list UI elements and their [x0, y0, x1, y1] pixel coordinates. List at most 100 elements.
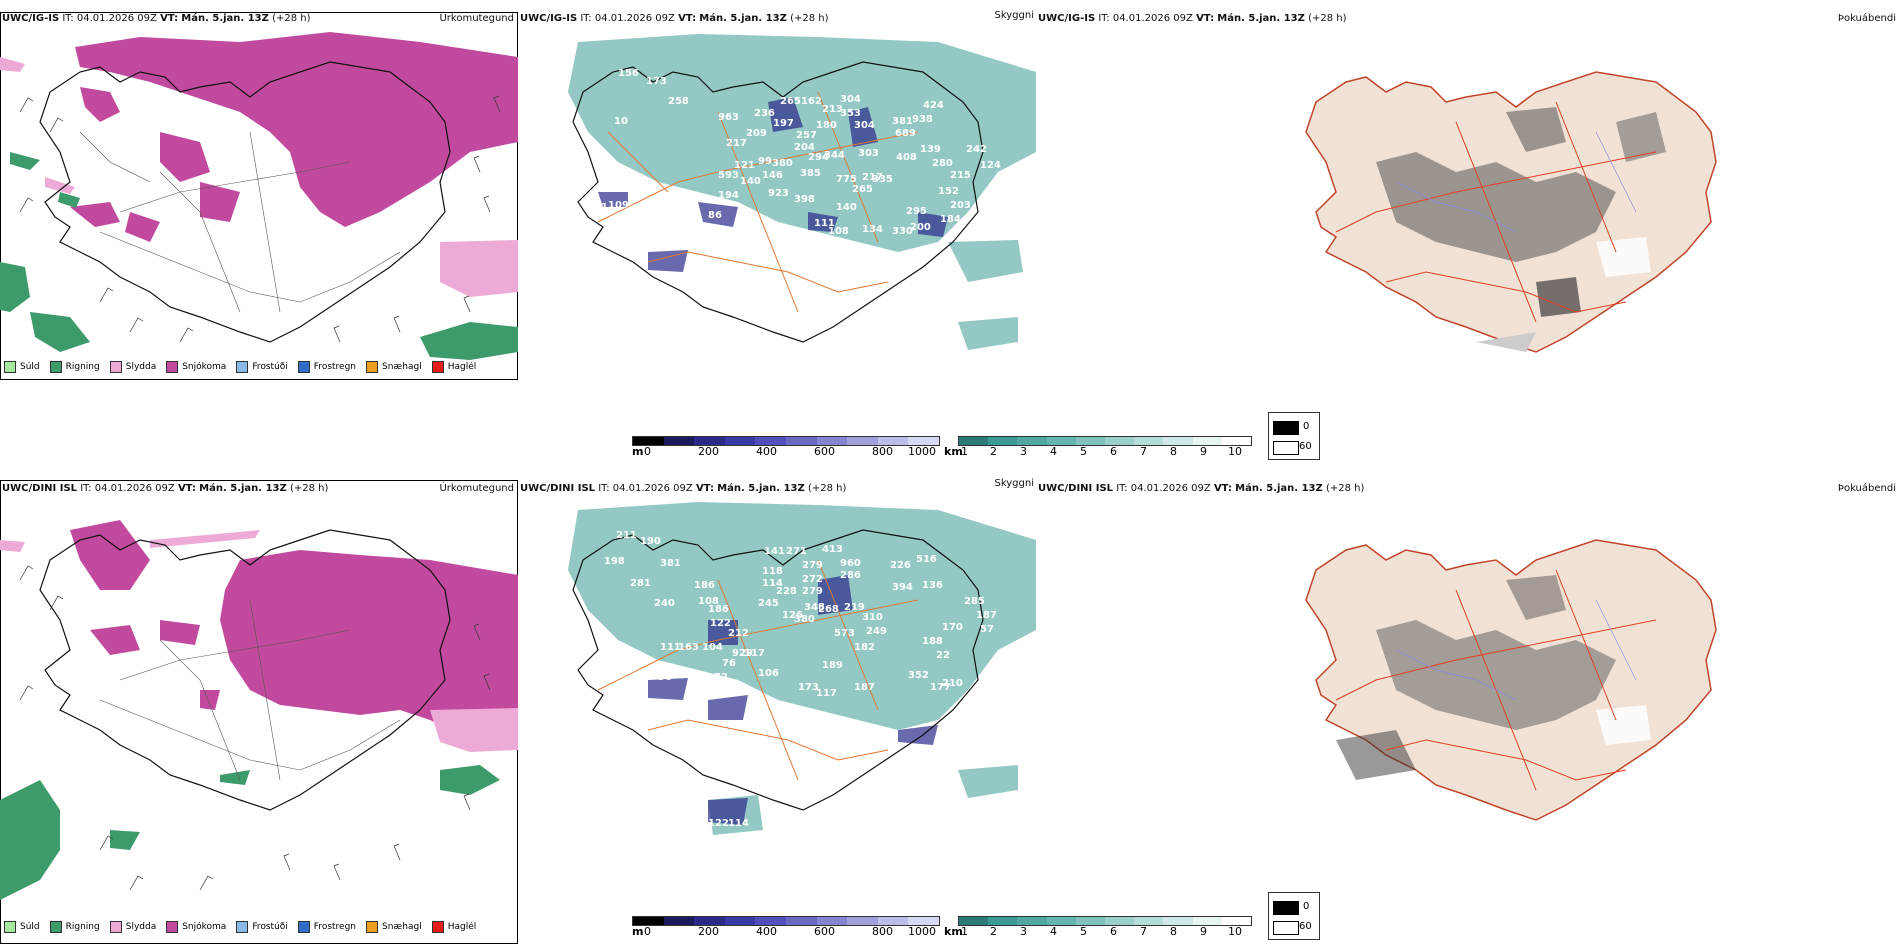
- ceiling-area: [648, 575, 938, 825]
- ceiling-value-label: 424: [923, 100, 944, 111]
- fog-white-label: 60: [1299, 921, 1312, 932]
- ceiling-value-label: 111: [814, 218, 835, 229]
- vt-label: VT:: [695, 483, 714, 494]
- legend-item: Snæhagl: [366, 361, 422, 373]
- visibility-tick: 3: [1020, 925, 1027, 938]
- legend-item: Frostúði: [236, 361, 288, 373]
- it-label: IT:: [62, 13, 74, 24]
- panel-header: UWC/IG-IS IT: 04.01.2026 09Z VT: Mán. 5.…: [520, 13, 829, 24]
- legend-swatch: [431, 921, 444, 933]
- rivers: [1395, 131, 1637, 233]
- visibility-tick: 7: [1140, 445, 1147, 458]
- ceiling-value-label: 108: [828, 226, 849, 237]
- legend-swatch: [4, 921, 16, 933]
- it-value: 04.01.2026 09Z: [76, 13, 157, 24]
- ceiling-value-label: 122: [710, 618, 731, 629]
- legend-item: Snjókoma: [166, 921, 226, 933]
- ceiling-value-label: 344: [824, 150, 845, 161]
- fog-legend-top: 0 60: [1268, 412, 1320, 460]
- vt-label: VT:: [678, 13, 697, 24]
- snow-area: [70, 520, 518, 740]
- visibility-tick: 9: [1200, 925, 1207, 938]
- fog-map-bottom: [1305, 539, 1717, 821]
- roads: [79, 131, 401, 313]
- legend-item: Súld: [4, 361, 40, 373]
- ceiling-value-label: 380: [772, 158, 793, 169]
- ceiling-value-label: 124: [980, 160, 1001, 171]
- model-name: UWC/IG-IS: [520, 13, 578, 24]
- ceiling-value-label: 156: [618, 68, 639, 79]
- ceiling-value-label: 258: [668, 96, 689, 107]
- ceiling-value-label: 104: [702, 642, 723, 653]
- ceiling-value-label: 187: [854, 682, 875, 693]
- ceiling-value-label: 96: [658, 672, 672, 683]
- ceiling-value-label: 230: [648, 210, 669, 221]
- ceiling-value-label: 121: [734, 160, 755, 171]
- iceland-land: [1305, 539, 1717, 821]
- ceiling-tick: 800: [872, 445, 893, 458]
- ceiling-value-label: 257: [796, 130, 817, 141]
- ceiling-value-label: 398: [794, 194, 815, 205]
- visibility-area: [568, 34, 1036, 350]
- model-name: UWC/IG-IS: [2, 13, 60, 24]
- it-value: 04.01.2026 09Z: [94, 483, 175, 494]
- legend-item: Rigning: [49, 921, 100, 933]
- legend-item: Frostregn: [297, 361, 356, 373]
- legend-swatch: [297, 921, 310, 933]
- roads: [597, 91, 919, 313]
- ceiling-labels: 211 190 198 381 281 240 186 141 271 413 …: [604, 530, 997, 873]
- ceiling-value-label: 210: [942, 678, 963, 689]
- ceiling-value-label: 271: [786, 546, 807, 557]
- fog-black-swatch: [1273, 901, 1299, 915]
- ceiling-value-label: 381: [660, 558, 681, 569]
- ceiling-value-label: 963: [718, 112, 739, 123]
- ceiling-tick: 800: [872, 925, 893, 938]
- lead-time: (+28 h): [790, 13, 829, 24]
- ceiling-tick: 1000: [908, 925, 936, 938]
- ceiling-value-label: 152: [938, 186, 959, 197]
- ceiling-value-label: 217: [862, 172, 883, 183]
- legend-swatch: [109, 361, 122, 373]
- map-frame: [0, 12, 518, 380]
- ceiling-value-label: 57: [980, 624, 994, 635]
- it-value: 04.01.2026 09Z: [612, 483, 693, 494]
- visibility-tick: 1: [961, 925, 968, 938]
- fog-patch: [1476, 332, 1536, 352]
- fog-black-label: 0: [1303, 421, 1310, 432]
- ceiling-value-label: 226: [890, 560, 911, 571]
- ceiling-value-label: 335: [872, 174, 893, 185]
- ceiling-value-label: 286: [840, 570, 861, 581]
- visibility-tick: 8: [1170, 925, 1177, 938]
- legend-swatch: [366, 361, 379, 373]
- ceiling-value-label: 294: [808, 152, 829, 163]
- ceiling-value-label: 330: [892, 226, 913, 237]
- ceiling-value-label: 245: [758, 598, 779, 609]
- panel-title: Þokuábendi: [1837, 483, 1896, 494]
- ceiling-tick: 0: [644, 925, 651, 938]
- panel-title: Þokuábendi: [1837, 13, 1896, 24]
- ceiling-value-label: 285: [964, 596, 985, 607]
- legend-item: Frostúði: [236, 921, 288, 933]
- iceland-outline: [39, 61, 451, 343]
- visibility-tick: 5: [1080, 445, 1087, 458]
- vt-label: VT:: [1213, 483, 1232, 494]
- it-label: IT:: [1116, 483, 1128, 494]
- wind-barbs: [19, 95, 501, 343]
- cloud-panel-bottom: 211 190 198 381 281 240 186 141 271 413 …: [518, 478, 1036, 900]
- ceiling-tick: 600: [814, 445, 835, 458]
- ceiling-value-label: 146: [762, 170, 783, 181]
- it-label: IT:: [580, 13, 592, 24]
- panel-header: UWC/IG-IS IT: 04.01.2026 09Z VT: Mán. 5.…: [1038, 13, 1347, 24]
- fog-panel-top: UWC/IG-IS IT: 04.01.2026 09Z VT: Mán. 5.…: [1036, 12, 1900, 412]
- ceiling-value-label: 108: [698, 596, 719, 607]
- ceiling-value-label: 106: [758, 668, 779, 679]
- ceiling-value-label: 380: [794, 614, 815, 625]
- ceiling-value-label: 265: [852, 184, 873, 195]
- precip-map-top: [0, 32, 518, 360]
- panel-title: Úrkomutegund: [439, 483, 514, 494]
- legend-item: Slydda: [109, 921, 156, 933]
- vt-label: VT:: [160, 13, 179, 24]
- vt-value: Mán. 5.jan. 13Z: [1235, 483, 1323, 494]
- legend-swatch: [236, 921, 249, 933]
- model-name: UWC/IG-IS: [1038, 13, 1096, 24]
